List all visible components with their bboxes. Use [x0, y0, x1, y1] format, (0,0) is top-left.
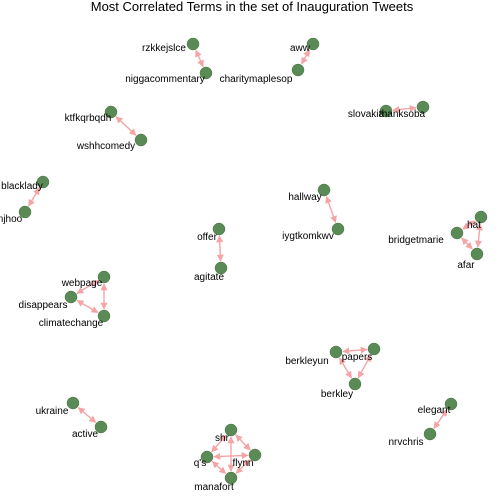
edge-hat-bridgetmarie — [462, 220, 476, 230]
node-label-agitate: agitate — [194, 272, 224, 283]
edge-hat-afar — [474, 223, 484, 248]
edges-layer — [27, 49, 484, 474]
node-slovakia — [379, 104, 393, 118]
node-elegant — [444, 397, 458, 411]
edge-hallway-iygtkomkwv — [325, 195, 337, 224]
node-label-papers: papers — [342, 352, 373, 363]
node-ukraine — [66, 396, 80, 410]
edge-elegant-nrvchris — [433, 409, 448, 429]
node-label-shr: shr — [215, 433, 230, 444]
edge-webpage-disappears — [76, 280, 99, 294]
labels-layer: rzkkejslce niggacommentary aww charitymaple… — [0, 43, 481, 493]
node-label-hallway: hallway — [288, 192, 321, 203]
edge-offer-agitate — [216, 235, 224, 262]
node-hallway — [317, 183, 331, 197]
node-webpage — [97, 270, 111, 284]
node-label-qs: q's — [194, 458, 206, 469]
node-label-disappears: disappears — [19, 300, 68, 311]
node-iygtkomkwv — [331, 222, 345, 236]
node-wshhcomedy — [134, 133, 148, 147]
edge-blacklady-njhoo — [27, 187, 41, 207]
node-label-berkleyun: berkleyun — [285, 356, 328, 367]
node-label-njhoo: njhoo — [0, 214, 23, 225]
node-label-wshhcomedy: wshhcomedy — [76, 141, 135, 152]
node-label-aww: aww — [290, 43, 311, 54]
node-blacklady — [36, 175, 50, 189]
node-label-hat: hat — [467, 220, 481, 231]
node-label-iygtkomkwv: iygtkomkwv — [282, 231, 334, 242]
node-aww — [306, 37, 320, 51]
node-rzkkejslce — [186, 37, 200, 51]
edge-flynn-manafort — [235, 459, 251, 474]
node-shr — [224, 423, 238, 437]
node-label-elegant: elegant — [418, 405, 451, 416]
node-manafort — [224, 471, 238, 485]
edge-papers-berkleyun — [342, 346, 368, 355]
node-label-thanksoba: thanksoba — [379, 109, 426, 120]
node-label-afar: afar — [457, 260, 475, 271]
node-disappears — [64, 290, 78, 304]
node-nrvchris — [423, 427, 437, 441]
node-njhoo — [18, 205, 32, 219]
node-afar — [470, 247, 484, 261]
node-label-bridgetmarie: bridgetmarie — [388, 235, 444, 246]
edge-qs-manafort — [211, 461, 227, 474]
node-offer — [212, 222, 226, 236]
node-label-active: active — [72, 429, 99, 440]
edge-ukraine-active — [77, 407, 97, 423]
node-berkleyun — [329, 345, 343, 359]
edge-papers-berkley — [357, 354, 372, 379]
edge-bridgetmarie-afar — [461, 237, 473, 250]
node-climatechange — [97, 309, 111, 323]
node-berkley — [348, 377, 362, 391]
node-papers — [367, 342, 381, 356]
node-label-nrvchris: nrvchris — [388, 437, 423, 448]
nodes-layer — [18, 37, 488, 485]
node-niggacommentary — [199, 66, 213, 80]
node-charitymaplesop — [291, 63, 305, 77]
node-label-charitymaplesop: charitymaplesop — [220, 74, 293, 85]
node-label-slovakia: slovakia — [348, 109, 385, 120]
node-hat — [474, 210, 488, 224]
node-label-webpage: webpage — [61, 278, 103, 289]
node-label-blacklady: blacklady — [1, 181, 43, 192]
node-bridgetmarie — [450, 226, 464, 240]
node-thanksoba — [416, 100, 430, 114]
node-agitate — [214, 261, 228, 275]
edge-slovakia-thanksoba — [392, 104, 417, 114]
node-label-climatechange: climatechange — [39, 318, 104, 329]
edge-berkleyun-berkley — [338, 357, 353, 379]
node-active — [94, 420, 108, 434]
node-label-ktfkqrbqdh: ktfkqrbqdh — [65, 113, 112, 124]
node-label-ukraine: ukraine — [36, 406, 69, 417]
edge-rzkkejslce-niggacommentary — [195, 49, 204, 68]
edge-shr-qs — [211, 434, 227, 453]
node-flynn — [248, 448, 262, 462]
node-label-berkley: berkley — [321, 389, 353, 400]
chart-title: Most Correlated Terms in the set of Inau… — [91, 0, 414, 14]
edge-disappears-climatechange — [76, 299, 99, 314]
node-label-manafort: manafort — [194, 482, 234, 493]
edge-aww-charitymaplesop — [300, 49, 311, 65]
edge-qs-flynn — [213, 452, 249, 460]
edge-shr-flynn — [235, 434, 251, 451]
node-label-offer: offer — [197, 232, 217, 243]
node-label-flynn: flynn — [232, 458, 253, 469]
node-ktfkqrbqdh — [104, 105, 118, 119]
node-qs — [200, 450, 214, 464]
node-label-niggacommentary: niggacommentary — [125, 74, 204, 85]
edge-ktfkqrbqdh-wshhcomedy — [115, 116, 137, 136]
node-label-rzkkejslce: rzkkejslce — [142, 43, 186, 54]
